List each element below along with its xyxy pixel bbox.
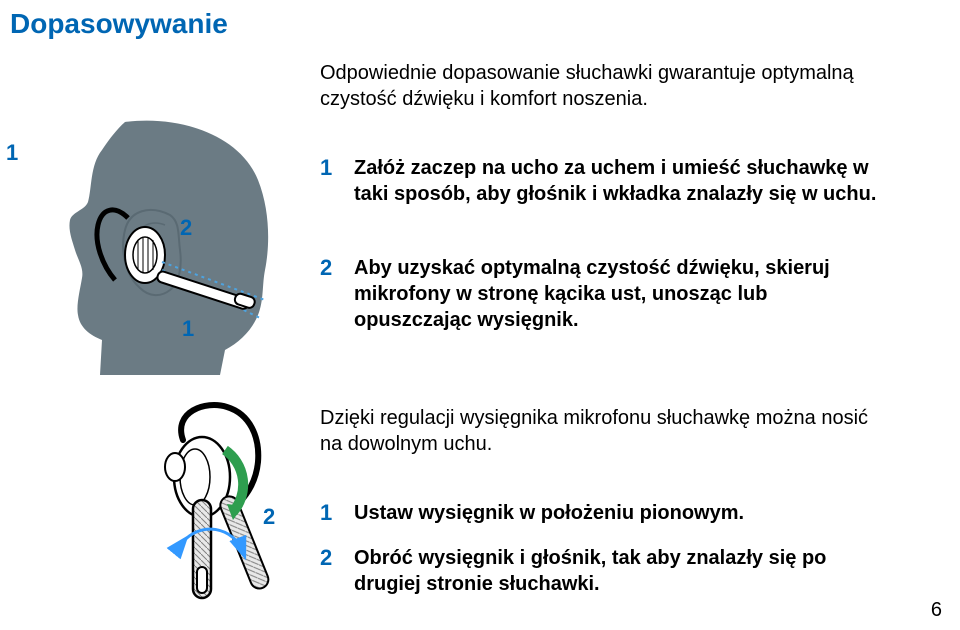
- step-text: Obróć wysięgnik i głośnik, tak aby znala…: [354, 545, 890, 597]
- bottom-intro: Dzięki regulacji wysięgnika mikrofonu sł…: [320, 405, 890, 475]
- step-b2: 2 Obróć wysięgnik i głośnik, tak aby zna…: [320, 545, 890, 597]
- step-b1: 1 Ustaw wysięgnik w położeniu pionowym.: [320, 500, 890, 526]
- step-number: 1: [320, 500, 354, 526]
- speaker: [165, 453, 185, 481]
- step-text: Załóż zaczep na ucho za uchem i umieść s…: [354, 155, 890, 207]
- page-title: Dopasowywanie: [10, 8, 228, 40]
- step-1: 1 Załóż zaczep na ucho za uchem i umieść…: [320, 155, 890, 207]
- step-number: 1: [320, 155, 354, 207]
- step-number: 2: [320, 255, 354, 333]
- figure-headset-rotate: 2: [135, 392, 305, 602]
- bottom-pre-text: Dzięki regulacji wysięgnika mikrofonu sł…: [320, 405, 890, 457]
- figure-label-1-inner: 1: [182, 316, 194, 342]
- intro-text: Odpowiednie dopasowanie słuchawki gwaran…: [320, 60, 870, 112]
- step-number: 2: [320, 545, 354, 597]
- figure-label-2: 2: [263, 504, 275, 530]
- figure-label-1-outer: 1: [6, 140, 18, 166]
- step-text: Aby uzyskać optymalną czystość dźwięku, …: [354, 255, 890, 333]
- step-text: Ustaw wysięgnik w położeniu pionowym.: [354, 500, 744, 526]
- figure-head-headset: 1 2 1: [30, 110, 300, 380]
- figure-label-2: 2: [180, 215, 192, 241]
- step-2: 2 Aby uzyskać optymalną czystość dźwięku…: [320, 255, 890, 333]
- page-number: 6: [931, 599, 942, 622]
